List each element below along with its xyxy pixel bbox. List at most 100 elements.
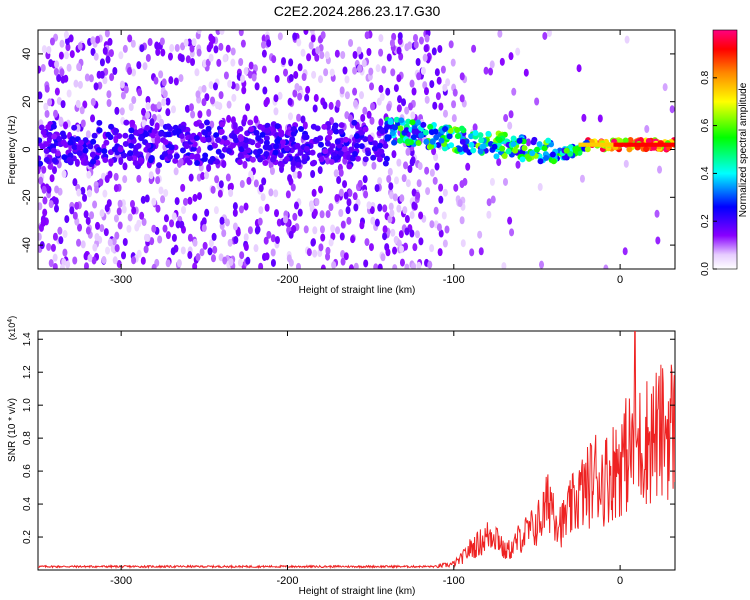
figure-title: C2E2.2024.286.23.17.G30 — [274, 3, 441, 19]
spectrogram-cell — [68, 34, 74, 43]
spectrogram-cell — [352, 192, 358, 201]
spectrogram-cell — [253, 179, 259, 188]
spectrogram-cell — [232, 202, 238, 211]
spectrogram-cell — [87, 189, 93, 198]
spectrogram-cell — [218, 253, 224, 262]
spectrogram-cell — [201, 129, 208, 136]
spectrogram-cell — [512, 147, 519, 154]
spectrogram-cell — [318, 185, 324, 194]
spectrogram-cell — [420, 121, 427, 128]
spectrogram-cell — [300, 48, 306, 57]
spectrogram-cell — [167, 52, 173, 61]
spectrogram-cell — [72, 256, 78, 265]
spectrogram-cell — [318, 243, 324, 252]
spectrogram-cell — [240, 74, 246, 83]
spectrogram-cell — [116, 133, 123, 140]
spectrogram-cell — [490, 195, 496, 204]
spectrogram-cell — [206, 108, 212, 117]
spectrogram-cell — [261, 49, 267, 58]
spectrogram-cell — [605, 142, 609, 147]
spectrogram-cell — [335, 99, 341, 108]
spectrogram-cell — [328, 203, 334, 212]
spectrogram-cell — [162, 89, 168, 98]
spectrogram-cell — [104, 204, 110, 213]
spectrogram-cell — [262, 159, 269, 166]
spectrogram-cell — [386, 53, 392, 62]
spectrogram-cell — [317, 166, 323, 175]
spectrogram-cell — [613, 142, 617, 147]
spectrogram-cell — [205, 125, 212, 132]
spectrogram-cell — [663, 142, 667, 147]
spectrogram-cell — [141, 119, 147, 128]
spectrogram-cell — [645, 138, 652, 145]
spectrogram-cell — [309, 160, 316, 167]
spectrogram-cell — [56, 73, 62, 82]
spectrogram-cell — [76, 144, 83, 151]
spectrogram-cell — [219, 216, 225, 225]
spectrogram-cell — [393, 84, 399, 93]
spectrogram-cell — [38, 137, 42, 144]
spectrogram-cell — [249, 156, 256, 163]
spectrogram-cell — [412, 243, 418, 252]
spectrogram-cell — [290, 130, 297, 137]
spectrogram-cell — [104, 30, 110, 38]
spectrogram-cell — [247, 119, 254, 126]
spectrogram-cell — [228, 182, 234, 191]
spectrogram-cell — [248, 126, 255, 133]
spectrogram-cell — [384, 123, 391, 130]
bottom-y-tick-label: 0.8 — [22, 431, 33, 445]
top-y-tick-label: -20 — [21, 189, 33, 205]
spectrogram-cell — [660, 142, 664, 147]
spectrogram-cell — [432, 101, 438, 110]
spectrogram-cell — [303, 145, 310, 152]
spectrogram-cell — [396, 46, 402, 55]
spectrogram-cell — [581, 113, 587, 122]
spectrogram-cell — [385, 248, 391, 257]
spectrogram-cell — [413, 34, 419, 43]
spectrogram-cell — [310, 123, 317, 130]
spectrogram-cell — [378, 118, 384, 127]
spectrogram-cell — [163, 188, 169, 197]
spectrogram-cell — [382, 142, 389, 149]
bottom-y-ticks: 0.2 0.4 0.6 0.8 1.0 1.2 1.4 — [22, 332, 675, 544]
spectrogram-cell — [218, 180, 224, 189]
spectrogram-cell — [651, 142, 655, 147]
spectrogram-cell — [588, 142, 592, 147]
spectrogram-cell — [424, 95, 430, 104]
spectrogram-cell — [508, 110, 514, 119]
spectrogram-cell — [138, 135, 145, 142]
spectrogram-cell — [410, 111, 416, 120]
spectrogram-cell — [179, 220, 185, 229]
spectrogram-cell — [576, 64, 582, 73]
bottom-y-tick-label: 1.2 — [22, 365, 33, 379]
spectrogram-cell — [49, 37, 55, 46]
spectrogram-cell — [277, 91, 283, 100]
spectrogram-cell — [270, 156, 277, 163]
spectrogram-cell — [53, 204, 59, 213]
spectrogram-cell — [279, 139, 286, 146]
spectrogram-cell — [396, 74, 402, 83]
spectrogram-cell — [114, 244, 120, 253]
spectrogram-cell — [110, 244, 116, 253]
spectrogram-cell — [371, 140, 378, 147]
spectrogram-cell — [447, 127, 454, 134]
spectrogram-cell — [135, 143, 142, 150]
spectrogram-cell — [441, 211, 447, 220]
spectrogram-cell — [524, 153, 531, 160]
spectrogram-cell — [377, 177, 383, 186]
spectrogram-cell — [290, 126, 297, 133]
spectrogram-cell — [272, 149, 279, 156]
spectrogram-cell — [170, 105, 176, 114]
spectrogram-cell — [348, 264, 354, 269]
spectrogram-cell — [196, 48, 202, 57]
colorbar-tick-label: 0.2 — [700, 214, 711, 228]
spectrogram-cell — [297, 63, 303, 72]
spectrogram-cell — [422, 81, 428, 90]
spectrogram-cell — [127, 150, 134, 157]
spectrogram-cell — [389, 191, 395, 200]
spectrogram-cell — [422, 53, 428, 62]
spectrogram-cell — [66, 156, 73, 163]
spectrogram-cell — [214, 101, 220, 110]
spectrogram-cell — [180, 183, 186, 192]
spectrogram-cell — [457, 199, 463, 208]
